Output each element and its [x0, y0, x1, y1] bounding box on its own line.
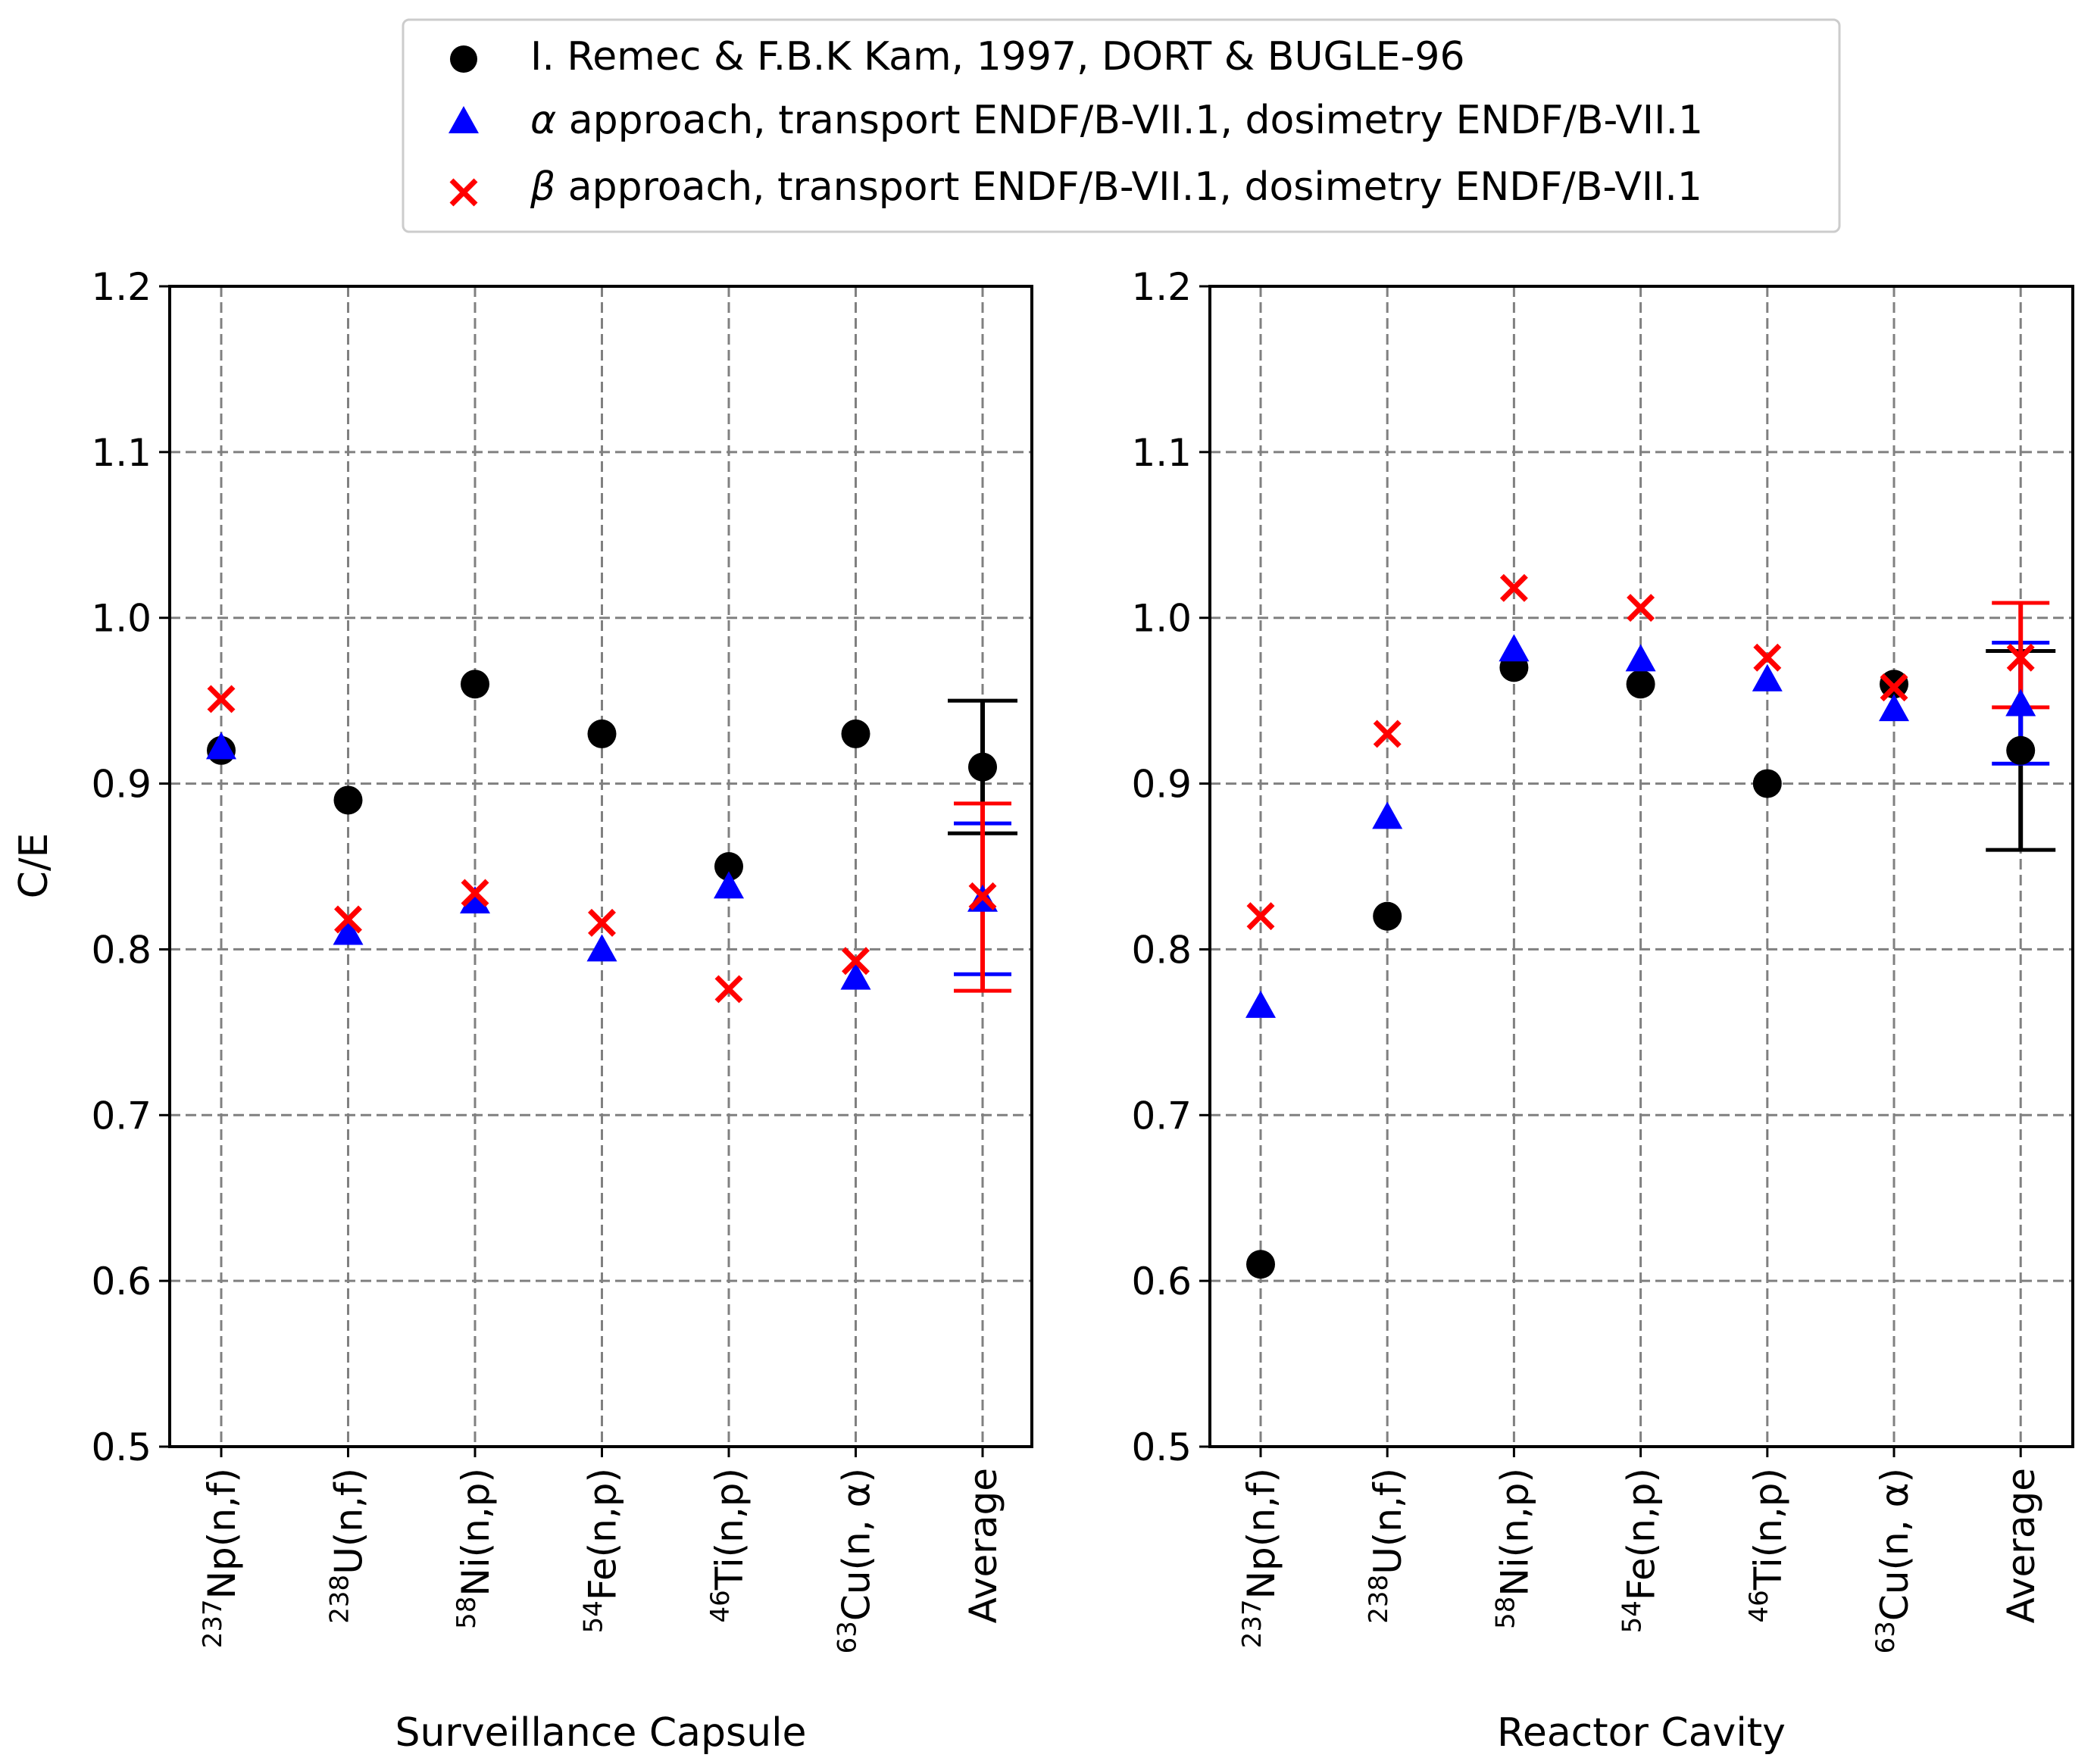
- y-axis-label: C/E: [11, 833, 57, 899]
- point-remec: [841, 719, 870, 748]
- point-alpha: [333, 917, 364, 945]
- y-tick-label: 1.1: [91, 431, 152, 475]
- point-alpha: [586, 934, 617, 962]
- x-tick-label: 58Ni(n,p): [1490, 1468, 1536, 1629]
- point-beta: [1627, 594, 1655, 623]
- point-remec: [461, 670, 489, 699]
- point-alpha: [1752, 663, 1783, 692]
- point-beta: [588, 908, 616, 937]
- y-tick-label: 0.8: [91, 928, 152, 972]
- point-remec: [1752, 769, 1782, 798]
- point-remec: [1246, 1250, 1275, 1279]
- point-alpha: [840, 962, 871, 990]
- x-tick-label: 54Fe(n,p): [579, 1468, 625, 1633]
- legend-marker-beta: [449, 178, 478, 207]
- y-tick-label: 0.6: [91, 1260, 152, 1303]
- point-remec: [1373, 901, 1402, 931]
- point-beta: [1499, 573, 1528, 602]
- x-tick-label: 58Ni(n,p): [452, 1468, 498, 1629]
- point-alpha: [1245, 990, 1276, 1018]
- x-tick-label: 237Np(n,f): [198, 1468, 244, 1648]
- point-alpha: [206, 732, 236, 760]
- y-tick-label: 0.8: [1131, 928, 1192, 972]
- point-beta: [1880, 673, 1908, 702]
- reactor-cavity-panel: 0.5 0.6 0.7 0.8 0.9 1.0 1.1 1.2 237Np(n,f) 238U(n…: [1131, 265, 2074, 1756]
- x-tick-label: 46Ti(n,p): [705, 1468, 752, 1623]
- x-tick-label: 63Cu(n, α): [833, 1468, 879, 1653]
- point-beta: [968, 882, 997, 910]
- point-remec: [714, 852, 743, 881]
- y-tick-label: 1.1: [1131, 431, 1192, 475]
- x-tick-label: 54Fe(n,p): [1617, 1468, 1664, 1633]
- point-beta: [2006, 643, 2035, 672]
- point-beta: [1246, 902, 1275, 931]
- point-remec: [1626, 670, 1655, 699]
- y-tick-label: 1.0: [91, 597, 152, 641]
- point-alpha: [1372, 801, 1403, 829]
- x-tick-label: 237Np(n,f): [1237, 1468, 1283, 1648]
- point-beta: [1373, 720, 1402, 748]
- y-tick-label: 1.2: [91, 265, 152, 309]
- legend-label-alpha: α approach, transport ENDF/B-VII.1, dosi…: [530, 98, 1703, 143]
- point-beta: [334, 905, 362, 934]
- point-beta: [1753, 643, 1782, 672]
- point-remec: [2006, 735, 2036, 765]
- point-beta: [714, 975, 743, 1004]
- point-alpha: [1879, 694, 1909, 722]
- y-tick-label: 1.0: [1131, 597, 1192, 641]
- y-tick-label: 1.2: [1131, 265, 1192, 309]
- x-axis-label: Reactor Cavity: [1497, 1710, 1786, 1756]
- x-axis-label: Surveillance Capsule: [395, 1710, 806, 1756]
- axes-frame: [168, 285, 1033, 1448]
- x-tick-label: Average: [961, 1468, 1005, 1623]
- point-beta: [842, 947, 870, 976]
- point-alpha: [1625, 644, 1656, 672]
- y-tick-label: 0.5: [1131, 1425, 1192, 1469]
- legend-label-beta: β approach, transport ENDF/B-VII.1, dosi…: [530, 164, 1702, 210]
- point-alpha: [1499, 634, 1530, 662]
- axes-frame: [1208, 285, 2074, 1448]
- point-alpha: [714, 871, 744, 899]
- point-alpha: [2005, 688, 2036, 717]
- point-remec: [587, 719, 617, 748]
- x-tick-label: 46Ti(n,p): [1744, 1468, 1790, 1623]
- legend: I. Remec & F.B.K Kam, 1997, DORT & BUGLE…: [402, 18, 1841, 233]
- legend-marker-remec: [450, 45, 477, 73]
- x-tick-label: 238U(n,f): [325, 1468, 371, 1624]
- point-beta: [207, 685, 236, 713]
- point-beta: [461, 879, 489, 907]
- legend-label-remec: I. Remec & F.B.K Kam, 1997, DORT & BUGLE…: [530, 34, 1465, 80]
- point-remec: [968, 752, 997, 782]
- legend-frame: [402, 18, 1841, 233]
- y-tick-label: 0.6: [1131, 1260, 1192, 1303]
- y-tick-label: 0.5: [91, 1425, 152, 1469]
- y-tick-label: 0.9: [91, 763, 152, 807]
- x-tick-label: Average: [1999, 1468, 2043, 1623]
- y-tick-label: 0.7: [1131, 1094, 1192, 1138]
- y-tick-label: 0.7: [91, 1094, 152, 1138]
- surveillance-capsule-panel: 0.5 0.6 0.7 0.8 0.9 1.0 1.1 1.2 237Np(n,f) 238U(n…: [91, 265, 1033, 1756]
- x-tick-label: 238U(n,f): [1364, 1468, 1410, 1624]
- x-tick-label: 63Cu(n, α): [1871, 1468, 1917, 1653]
- y-tick-label: 0.9: [1131, 763, 1192, 807]
- point-alpha: [460, 885, 490, 913]
- legend-marker-alpha: [448, 106, 479, 133]
- point-remec: [333, 785, 363, 815]
